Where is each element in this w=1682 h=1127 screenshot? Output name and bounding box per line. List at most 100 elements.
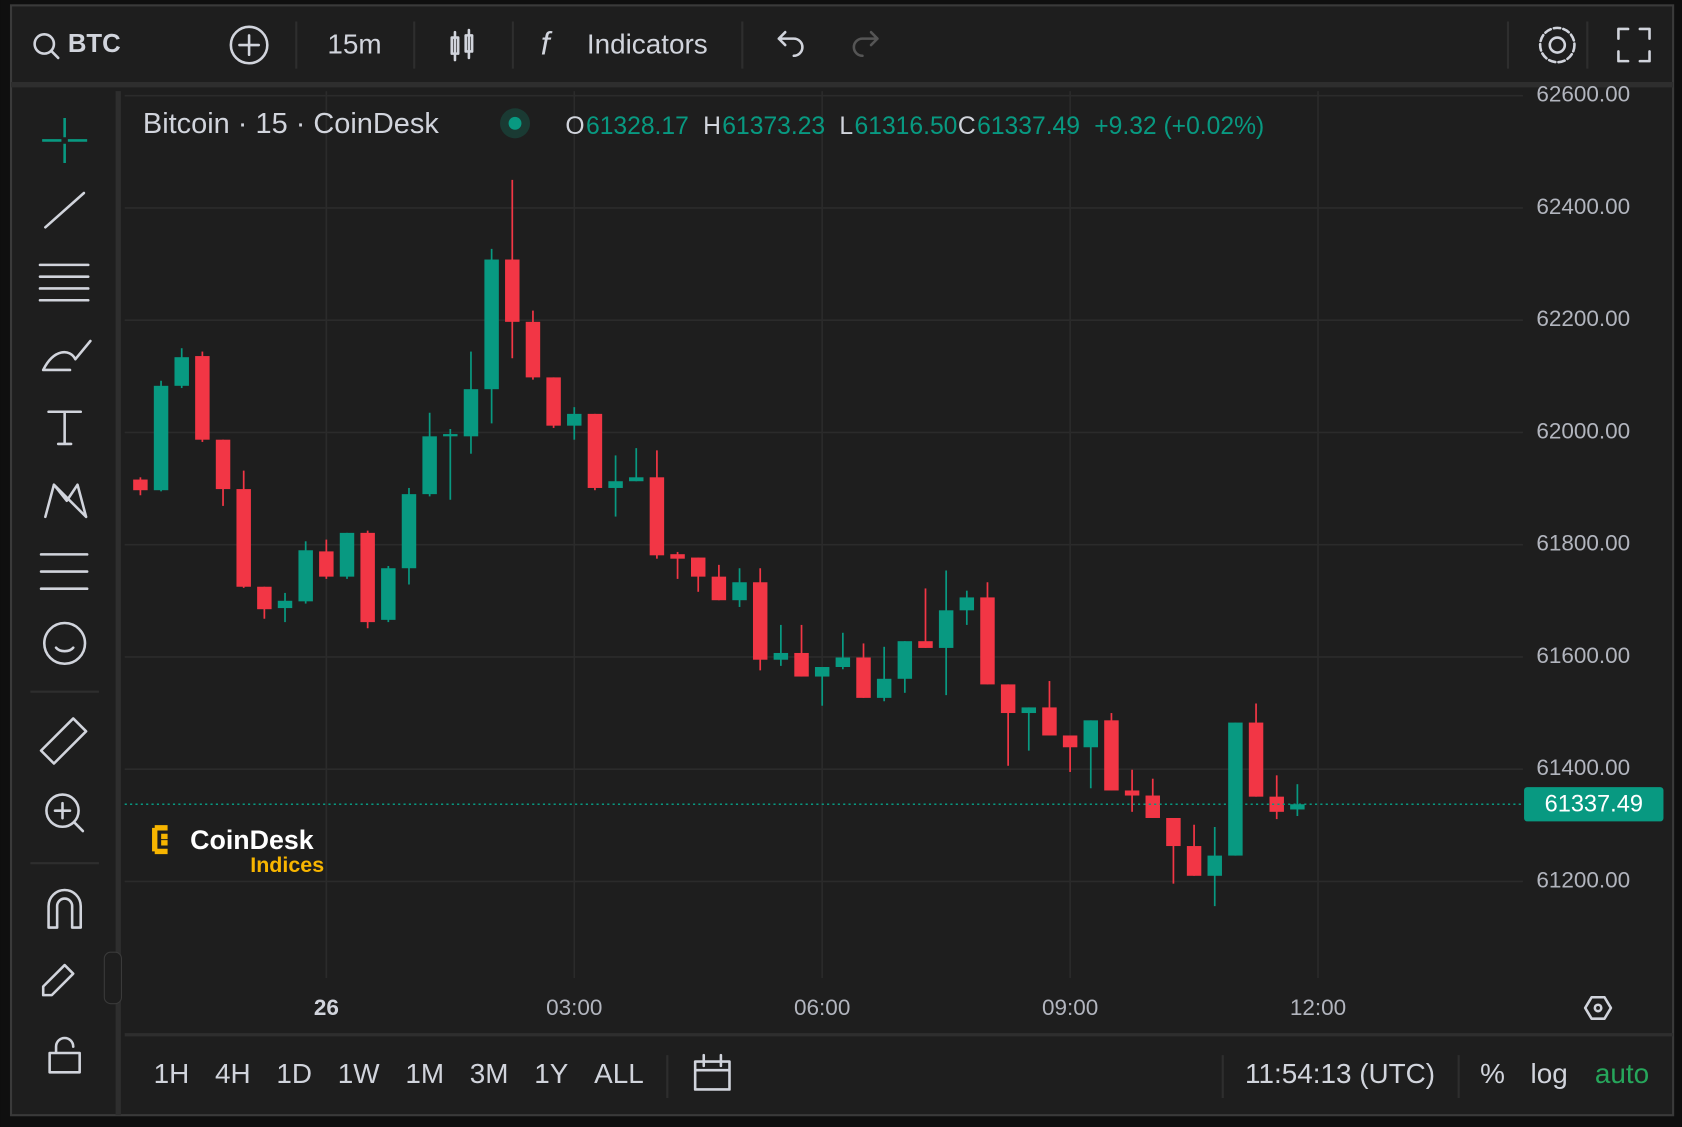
fullscreen-button[interactable] xyxy=(1617,27,1651,63)
brush-tool[interactable] xyxy=(41,339,92,372)
candle-body xyxy=(505,259,520,322)
y-tick-label: 61800.00 xyxy=(1536,531,1630,556)
compare-button[interactable] xyxy=(229,25,269,65)
search-icon[interactable] xyxy=(33,33,56,55)
candle-body xyxy=(1207,855,1222,876)
candle-body xyxy=(1021,707,1037,714)
range-button[interactable]: 4H xyxy=(215,1058,251,1089)
range-button[interactable]: 1W xyxy=(338,1058,381,1089)
percent-toggle[interactable]: % xyxy=(1480,1058,1505,1089)
legend-value: 61328.17 xyxy=(586,113,689,140)
legend-value: 61316.50 xyxy=(855,113,958,140)
candle-body xyxy=(133,479,148,491)
interval-button[interactable]: 15m xyxy=(327,28,381,59)
candle-body xyxy=(938,610,954,648)
ruler-tool[interactable] xyxy=(39,717,88,765)
legend-value: H xyxy=(703,113,721,140)
redo-button[interactable] xyxy=(852,30,879,58)
range-button[interactable]: 1D xyxy=(276,1058,312,1089)
plot-background xyxy=(124,91,1523,978)
settings-button[interactable] xyxy=(1548,36,1567,54)
candle-body xyxy=(1042,707,1057,736)
text-tool[interactable] xyxy=(47,410,83,446)
lock-tool[interactable] xyxy=(48,1036,81,1074)
candle-body xyxy=(918,641,933,648)
range-button[interactable]: 1Y xyxy=(534,1058,568,1089)
candle-body xyxy=(1062,735,1078,748)
candle-body xyxy=(484,259,499,390)
emoji-tool[interactable] xyxy=(42,621,87,666)
emoji-smile xyxy=(54,646,75,653)
axis-settings-button[interactable] xyxy=(1583,995,1613,1020)
candle-body xyxy=(174,357,189,386)
x-tick-label: 26 xyxy=(314,995,339,1020)
candle-body xyxy=(215,439,231,490)
candle-body xyxy=(546,377,561,426)
indicators-button[interactable]: Indicators xyxy=(587,28,708,59)
candle-body xyxy=(257,586,272,610)
prediction-tool[interactable] xyxy=(39,553,89,590)
candle-body xyxy=(1166,817,1181,847)
fib-tool[interactable] xyxy=(38,263,90,302)
candle-body xyxy=(1104,720,1119,791)
range-button[interactable]: 1M xyxy=(405,1058,444,1089)
y-tick-label: 61200.00 xyxy=(1536,867,1630,892)
candle-body xyxy=(1290,804,1305,810)
candle-body xyxy=(587,413,603,488)
candle-body xyxy=(339,532,355,577)
watermark-text: CoinDesk xyxy=(190,825,314,855)
date-range-button[interactable] xyxy=(693,1053,731,1091)
collapse-button[interactable] xyxy=(103,951,123,1005)
search-icon-handle xyxy=(50,50,60,60)
candle-body xyxy=(794,652,809,677)
candle-body xyxy=(1248,722,1264,797)
log-toggle[interactable]: log xyxy=(1530,1058,1567,1089)
candle-body xyxy=(401,494,417,569)
watermark-subtext: Indices xyxy=(250,853,324,877)
legend: Bitcoin · 15 · CoinDesk O 61328.17 H 61373.… xyxy=(143,108,1264,140)
legend-value: +9.32 (+0.02%) xyxy=(1094,113,1264,140)
candle-body xyxy=(1145,795,1160,818)
legend-value: C xyxy=(958,113,976,140)
candle-body xyxy=(897,641,913,679)
candle-body xyxy=(876,678,892,698)
candle-body xyxy=(670,554,685,559)
candle-body xyxy=(360,532,375,623)
candle-body xyxy=(1228,722,1243,856)
undo-button[interactable] xyxy=(777,30,804,58)
range-button[interactable]: 1H xyxy=(154,1058,190,1089)
magnet-tool[interactable] xyxy=(47,888,83,929)
candle-body xyxy=(980,597,995,685)
trend-line-tool[interactable] xyxy=(44,191,86,229)
plot-area: 61200.00 61400.00 61600.00 61800.00 62000.00… xyxy=(124,82,1664,1020)
candle-body xyxy=(298,550,313,602)
legend-value: L xyxy=(839,113,853,140)
candle-body xyxy=(422,436,437,495)
zoom-handle xyxy=(53,801,85,833)
pattern-tool[interactable] xyxy=(44,483,88,519)
y-tick-label: 62400.00 xyxy=(1536,194,1630,219)
zoom-tool[interactable] xyxy=(45,793,80,829)
auto-toggle[interactable]: auto xyxy=(1595,1058,1649,1089)
settings-gear xyxy=(1538,26,1576,64)
range-button[interactable]: 3M xyxy=(470,1058,509,1089)
crosshair-tool[interactable] xyxy=(42,117,88,163)
candle-body xyxy=(835,657,851,668)
candle-body xyxy=(752,582,768,660)
candle-body xyxy=(1124,790,1140,796)
symbol-search[interactable]: BTC xyxy=(68,30,121,58)
candle-body xyxy=(1000,684,1016,714)
candle-body xyxy=(525,321,541,378)
candle-body xyxy=(567,413,582,426)
watermark-logo xyxy=(152,825,168,855)
draw-mode-tool[interactable] xyxy=(41,963,75,997)
chart-type-button[interactable] xyxy=(450,28,474,62)
candle-body xyxy=(277,600,293,609)
candle-body xyxy=(629,477,644,482)
x-tick-label: 06:00 xyxy=(794,995,850,1020)
range-button[interactable]: ALL xyxy=(594,1058,644,1089)
candle-body xyxy=(690,557,706,577)
price-label: 61337.49 xyxy=(1545,791,1643,817)
price-label-box xyxy=(1524,787,1664,822)
